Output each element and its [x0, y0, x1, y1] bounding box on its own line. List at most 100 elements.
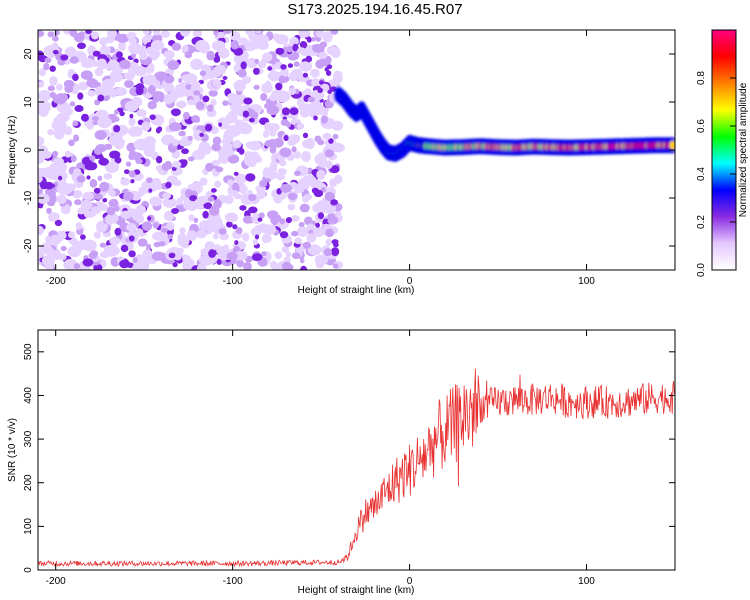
heatmap-noise-cell [332, 133, 339, 140]
heatmap-noise-cell [204, 123, 213, 132]
heatmap-noise-cell [108, 189, 116, 197]
heatmap-noise-cell [58, 175, 63, 181]
heatmap-noise-cell [38, 150, 48, 161]
heatmap-noise-cell [64, 84, 74, 93]
heatmap-noise-cell [211, 159, 221, 167]
heatmap-noise-cell [330, 199, 338, 206]
heatmap-noise-cell [69, 30, 77, 37]
heatmap-noise-cell [54, 219, 63, 227]
heatmap-noise-cell [48, 162, 63, 174]
heatmap-noise-cell [153, 241, 161, 248]
heatmap-noise-cell [141, 221, 153, 231]
heatmap-noise-cell [82, 258, 94, 267]
heatmap-noise-cell [184, 52, 193, 59]
heatmap-noise-cell [125, 161, 132, 167]
heatmap-noise-cell [99, 242, 107, 248]
heatmap-noise-cell [250, 111, 259, 120]
heatmap-noise-cell [218, 48, 230, 59]
heatmap-noise-cell [300, 265, 308, 270]
heatmap-noise-cell [179, 30, 191, 37]
heatmap-noise-cell [97, 116, 112, 129]
heatmap-noise-cell [272, 138, 284, 148]
heatmap-noise-cell [133, 66, 148, 77]
heatmap-noise-cell [176, 100, 187, 109]
heatmap-noise-cell [49, 76, 58, 86]
heatmap-noise-cell [114, 156, 122, 164]
heatmap-noise-cell [230, 40, 239, 50]
heatmap-noise-cell [320, 187, 327, 193]
heatmap-noise-cell [99, 181, 110, 192]
snr-y-axis-label: SNR (10 * v/v) [7, 418, 18, 482]
heatmap-noise-cell [163, 93, 174, 105]
heatmap-noise-cell [216, 258, 222, 265]
heatmap-noise-cell [245, 30, 254, 35]
snr-y-tick-label: 100 [23, 518, 34, 535]
heatmap-noise-cell [92, 116, 100, 122]
heatmap-noise-cell [307, 96, 315, 103]
heatmap-noise-cell [206, 50, 215, 61]
heatmap-noise-cell [269, 129, 277, 137]
heatmap-noise-cell [316, 169, 326, 180]
heatmap-noise-cell [199, 220, 213, 231]
heatmap-noise-cell [287, 185, 292, 191]
heatmap-noise-cell [102, 198, 108, 203]
heatmap-noise-cell [310, 68, 320, 78]
heatmap-noise-cell [181, 148, 189, 155]
heatmap-noise-cell [120, 244, 129, 253]
heatmap-noise-cell [110, 72, 124, 83]
heatmap-noise-cell [146, 46, 155, 55]
heatmap-noise-cell [210, 126, 219, 134]
heatmap-noise-cell [203, 202, 213, 210]
heatmap-noise-cell [80, 234, 86, 240]
heatmap-noise-cell [163, 50, 175, 59]
heatmap-noise-cell [68, 139, 75, 145]
snr-x-tick-label: 0 [407, 576, 413, 587]
heatmap-x-tick-label: 100 [578, 276, 595, 287]
heatmap-noise-cell [315, 30, 324, 38]
heatmap-noise-cell [302, 132, 309, 139]
heatmap-noise-cell [38, 81, 45, 88]
heatmap-noise-cell [105, 161, 120, 173]
heatmap-noise-cell [267, 123, 280, 132]
heatmap-noise-cell [172, 161, 182, 168]
heatmap-noise-cell [51, 119, 67, 131]
heatmap-noise-cell [207, 196, 215, 202]
heatmap-noise-cell [333, 70, 343, 79]
heatmap-noise-cell [326, 70, 332, 76]
heatmap-noise-cell [124, 169, 130, 175]
heatmap-noise-cell [74, 199, 82, 206]
heatmap-noise-cell [239, 184, 248, 195]
heatmap-noise-cell [132, 257, 138, 264]
heatmap-noise-cell [257, 217, 263, 222]
heatmap-noise-cell [288, 87, 296, 95]
heatmap-noise-cell [318, 51, 328, 60]
heatmap-noise-cell [313, 189, 324, 198]
heatmap-noise-cell [302, 241, 311, 249]
heatmap-noise-cell [218, 122, 222, 127]
heatmap-noise-cell [70, 155, 77, 163]
heatmap-noise-cell [227, 93, 237, 100]
heatmap-noise-cell [92, 50, 101, 57]
heatmap-noise-cell [109, 236, 121, 246]
heatmap-noise-cell [164, 84, 172, 93]
heatmap-noise-cell [187, 201, 197, 212]
heatmap-noise-cell [279, 231, 289, 239]
snr-series-line [38, 368, 675, 568]
heatmap-noise-cell [275, 90, 291, 103]
snr-x-tick-label: -100 [223, 576, 243, 587]
heatmap-noise-cell [77, 42, 86, 50]
heatmap-noise-cell [325, 160, 333, 170]
signal-trace [334, 86, 675, 162]
heatmap-noise-cell [167, 60, 180, 71]
heatmap-noise-cell [171, 139, 180, 147]
heatmap-noise-cell [191, 115, 200, 123]
heatmap-noise-cell [297, 226, 308, 237]
heatmap-noise-cell [38, 193, 50, 204]
heatmap-noise-cell [162, 192, 172, 200]
heatmap-noise-cell [325, 238, 332, 246]
heatmap-noise-cell [294, 170, 301, 176]
heatmap-noise-cell [87, 89, 96, 97]
heatmap-noise-cell [137, 238, 148, 247]
heatmap-noise-cell [208, 70, 217, 79]
heatmap-noise-cell [178, 130, 186, 137]
